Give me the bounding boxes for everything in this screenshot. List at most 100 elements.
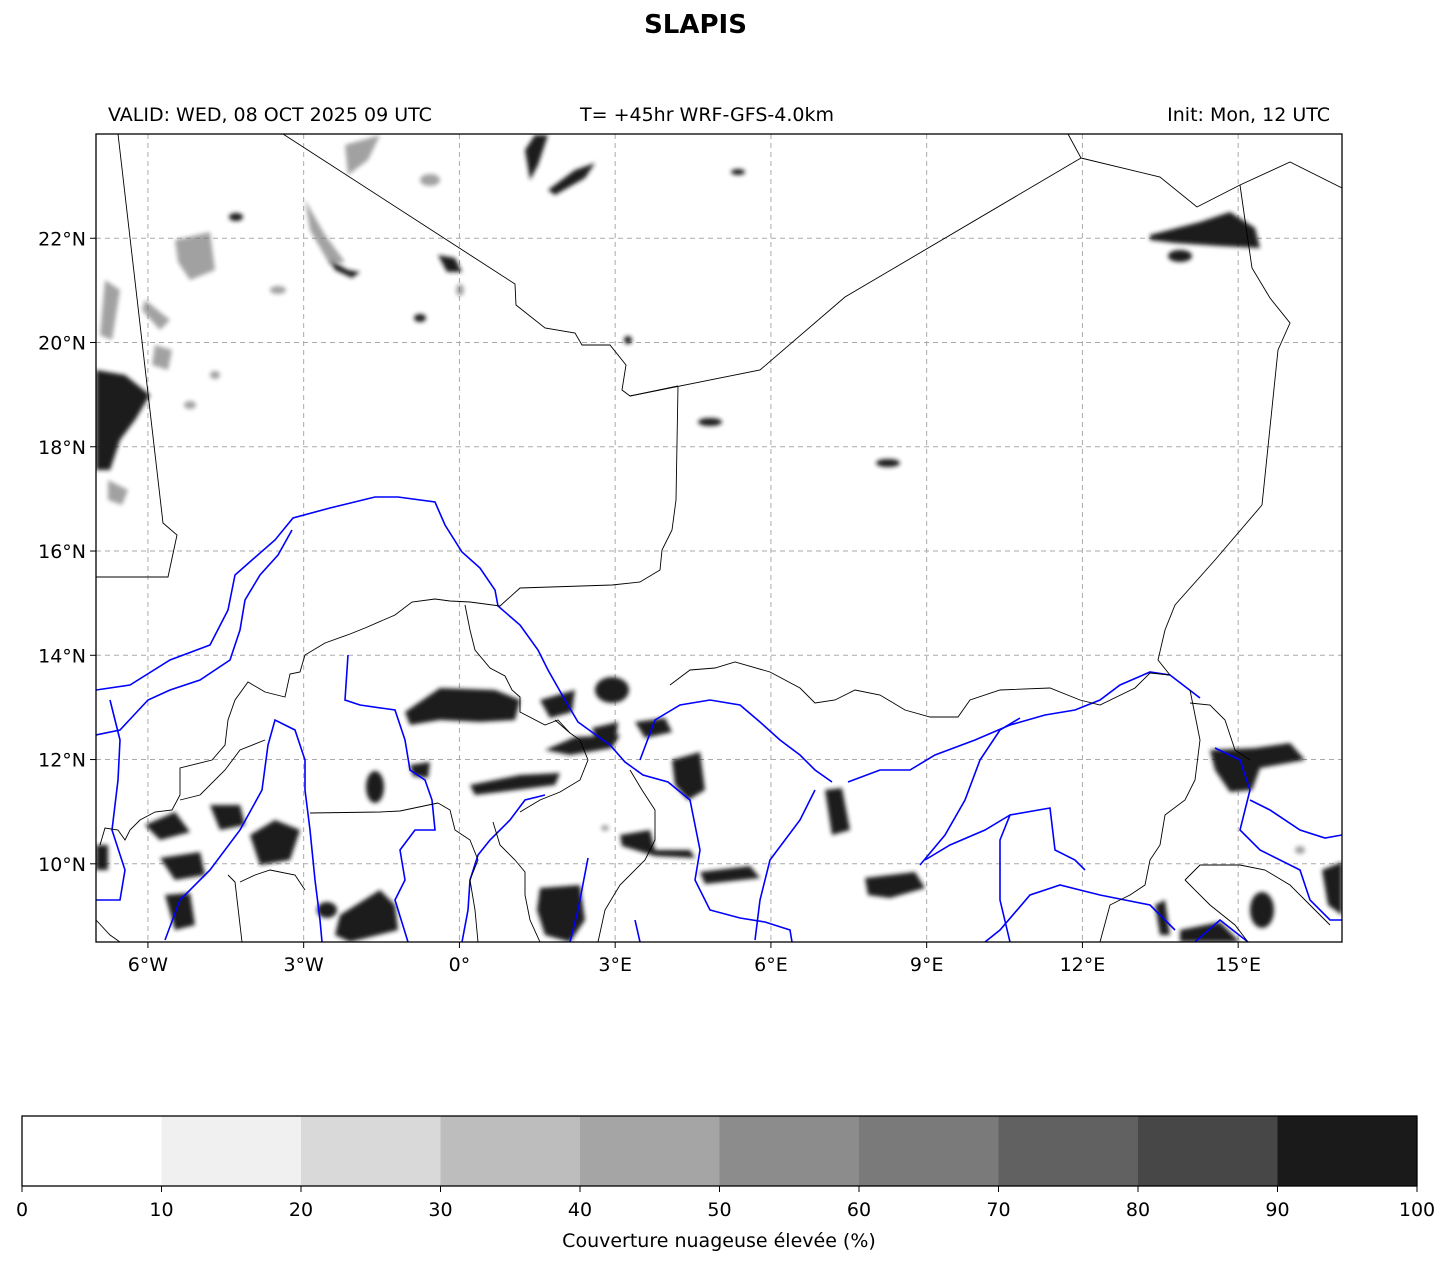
cloud-cell [100,280,120,340]
mayo-kebbi [1194,918,1249,942]
cloud-cell [317,902,337,918]
colorbar: 0 10 20 30 40 50 60 70 80 90 100 [16,1115,1435,1221]
cloud-cell [229,213,243,221]
cloud-cell [672,752,705,800]
cloud-cell [250,820,300,865]
country-borders [96,134,1342,942]
lon-tick-label: 9°E [910,954,944,976]
chad-car-border [1184,879,1249,942]
cote-ivoire-burkina-border [179,739,266,801]
cloud-cell [1295,846,1305,854]
colorbar-tick-label: 50 [707,1199,731,1221]
map-area [96,134,1342,942]
cloud-cell [96,370,150,470]
logone-river [1214,747,1342,921]
cloud-cell [366,771,384,803]
cloud-cell [1180,922,1240,942]
cloud-cell [698,418,722,426]
mali-niger-border [99,385,679,846]
cloud-cell [1150,212,1260,248]
ghana-togo-border [437,802,479,942]
sokoto-river [639,699,833,783]
colorbar-tick-label: 10 [149,1199,173,1221]
colorbar-tick-label: 100 [1399,1199,1435,1221]
nigeria-cameroon-border [1099,689,1201,942]
burkina-ghana-border [309,802,439,814]
cloud-cell [1210,743,1305,792]
cloud-cell [620,830,695,858]
colorbar-swatch [1277,1116,1418,1186]
graticule [96,134,1342,942]
cloud-cell [1168,250,1192,262]
colorbar-tick-label: 80 [1126,1199,1150,1221]
rivers [96,496,1342,942]
niger-chad-border [1157,184,1291,676]
colorbar-tick-label: 40 [568,1199,592,1221]
cloud-cell [405,688,520,725]
kaduna-river [754,789,816,941]
cloud-cell [414,314,426,322]
benin-nigeria-border [597,769,656,942]
cloud-cell [438,255,462,272]
mauritania-mali-border [96,134,178,578]
cameroon-car-border [1184,864,1331,926]
colorbar-swatch [1138,1116,1278,1186]
lat-tick-label: 14°N [38,645,86,667]
cloud-cell [700,866,760,884]
ghana-cote-ivoire-border [239,869,306,891]
cloud-cell [545,735,620,755]
niger-libya-border [1080,157,1342,208]
colorbar-tick-label: 90 [1265,1199,1289,1221]
cloud-cell [525,135,548,180]
colorbar-label: Couverture nuageuse élevée (%) [562,1230,876,1252]
jamaare-river [924,814,1011,861]
colorbar-tick-label: 70 [986,1199,1010,1221]
cloud-cell [592,722,618,740]
colorbar-tick-label: 60 [847,1199,871,1221]
colorbar-swatch [859,1116,999,1186]
cloud-cell [825,788,850,835]
colorbar-tick-label: 30 [428,1199,452,1221]
cloud-cell [865,872,925,898]
cloud-cell [595,677,629,703]
lon-tick-label: 12°E [1060,954,1106,976]
thin-cloud-layer [100,135,1305,854]
gongola-river [999,807,1086,942]
lat-tick-label: 18°N [38,437,86,459]
colorbar-swatch [580,1116,720,1186]
colorbar-swatch [301,1116,441,1186]
niger-tributary-south [634,919,641,942]
oti-river [461,794,546,942]
cloud-cell [635,718,672,738]
cloud-cell [876,459,900,467]
cloud-cell [330,260,360,278]
cloud-cell [145,812,190,840]
cloud-cell [624,336,632,344]
algeria-mali-border [282,134,679,397]
lat-tick-label: 12°N [38,750,86,772]
niger-inner-delta [96,529,293,736]
cloud-cell [470,773,560,795]
colorbar-swatch [161,1116,302,1186]
burkina-niger-border [464,604,571,734]
cloud-cell [335,890,398,942]
colorbar-tick-label: 0 [16,1199,28,1221]
lon-tick-label: 0° [449,954,471,976]
lon-tick-label: 6°W [128,954,169,976]
mono-river [569,857,589,942]
niger-nigeria-border [669,661,1171,718]
cloud-cell [540,690,575,718]
colorbar-swatch [998,1116,1139,1186]
cloud-cell [270,286,286,294]
cloud-cell [345,135,380,175]
cloud-cover-layer [96,135,1342,942]
komadugu-river [847,671,1201,783]
cloud-cell [731,169,745,175]
hadejia-river [919,717,1021,866]
colorbar-swatch [719,1116,860,1186]
lon-tick-label: 6°E [754,954,788,976]
cameroon-chad-border [1189,702,1251,761]
lon-tick-label: 15°E [1215,954,1261,976]
benue-river [984,884,1176,942]
